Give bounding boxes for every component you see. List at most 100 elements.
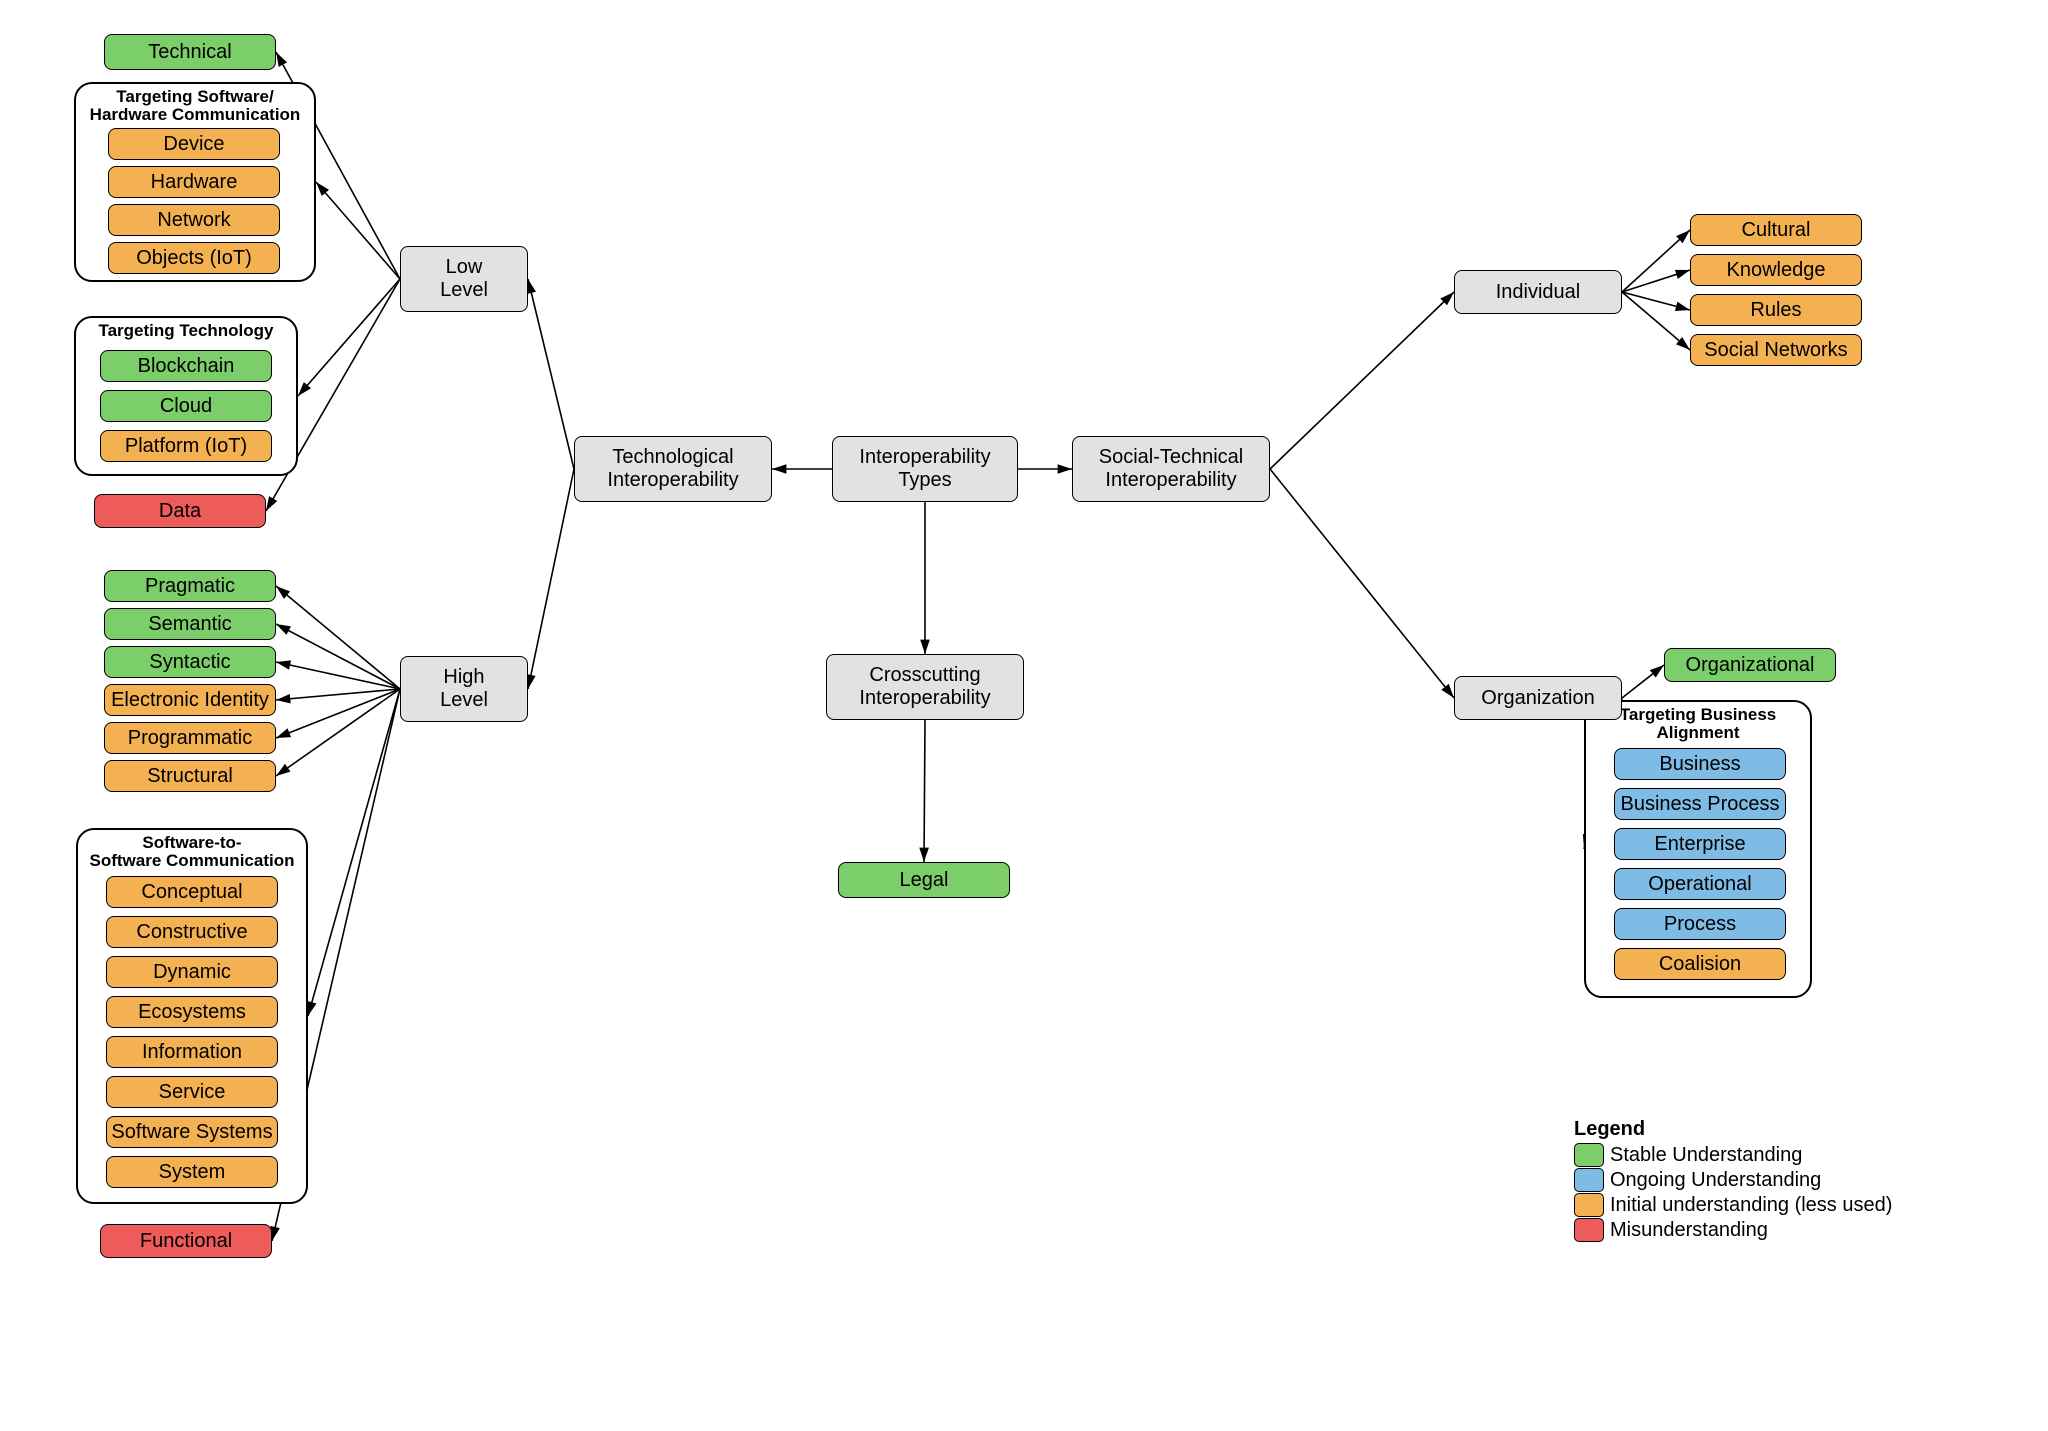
node-individual: Individual: [1454, 270, 1622, 314]
node-label: Information: [142, 1041, 242, 1064]
node-system: System: [106, 1156, 278, 1188]
edge: [528, 279, 574, 469]
node-label: Organizational: [1686, 654, 1815, 677]
node-label: Coalision: [1659, 953, 1741, 976]
node-semantic: Semantic: [104, 608, 276, 640]
edge: [1622, 665, 1664, 698]
node-functional: Functional: [100, 1224, 272, 1258]
edge: [276, 689, 400, 738]
node-label: Enterprise: [1654, 833, 1745, 856]
node-socnet: Social Networks: [1690, 334, 1862, 366]
node-operational: Operational: [1614, 868, 1786, 900]
node-programmatic: Programmatic: [104, 722, 276, 754]
node-eid: Electronic Identity: [104, 684, 276, 716]
edge: [276, 662, 400, 689]
legend-row: Initial understanding (less used): [1574, 1193, 1892, 1217]
node-objects: Objects (IoT): [108, 242, 280, 274]
node-legal: Legal: [838, 862, 1010, 898]
node-label: Dynamic: [153, 961, 231, 984]
node-conceptual: Conceptual: [106, 876, 278, 908]
legend-swatch: [1574, 1218, 1604, 1242]
edge: [276, 586, 400, 689]
node-label: Data: [159, 500, 201, 523]
node-label: Social Networks: [1704, 339, 1847, 362]
node-label: Service: [159, 1081, 226, 1104]
node-label: Objects (IoT): [136, 247, 252, 270]
node-label: Organization: [1481, 687, 1594, 710]
node-business: Business: [1614, 748, 1786, 780]
node-label: Blockchain: [138, 355, 235, 378]
node-blockchain: Blockchain: [100, 350, 272, 382]
legend-label: Stable Understanding: [1610, 1144, 1802, 1167]
node-pragmatic: Pragmatic: [104, 570, 276, 602]
node-cultural: Cultural: [1690, 214, 1862, 246]
node-cloud: Cloud: [100, 390, 272, 422]
node-label: Low Level: [440, 256, 488, 302]
node-rules: Rules: [1690, 294, 1862, 326]
node-organization: Organization: [1454, 676, 1622, 720]
node-orgnl: Organizational: [1664, 648, 1836, 682]
legend: LegendStable UnderstandingOngoing Unders…: [1574, 1118, 1892, 1243]
group-title: Targeting Software/ Hardware Communicati…: [76, 88, 314, 124]
node-label: Technical: [148, 41, 231, 64]
legend-label: Ongoing Understanding: [1610, 1169, 1821, 1192]
legend-swatch: [1574, 1193, 1604, 1217]
diagram-canvas: Targeting Software/ Hardware Communicati…: [0, 0, 2048, 1431]
node-high: High Level: [400, 656, 528, 722]
edge: [1622, 270, 1690, 292]
node-label: Syntactic: [149, 651, 230, 674]
node-label: Device: [163, 133, 224, 156]
node-label: Semantic: [148, 613, 231, 636]
node-low: Low Level: [400, 246, 528, 312]
node-information: Information: [106, 1036, 278, 1068]
node-bizproc: Business Process: [1614, 788, 1786, 820]
edge: [316, 182, 400, 279]
node-label: Software Systems: [111, 1121, 272, 1144]
edge: [298, 279, 400, 396]
group-title: Targeting Technology: [76, 322, 296, 340]
legend-label: Initial understanding (less used): [1610, 1194, 1892, 1217]
node-label: Cloud: [160, 395, 212, 418]
node-swsys: Software Systems: [106, 1116, 278, 1148]
edge: [924, 720, 925, 862]
node-data: Data: [94, 494, 266, 528]
node-label: Platform (IoT): [125, 435, 247, 458]
node-label: Technological Interoperability: [607, 446, 738, 492]
group-title: Software-to- Software Communication: [78, 834, 306, 870]
node-tech: Technological Interoperability: [574, 436, 772, 502]
node-service: Service: [106, 1076, 278, 1108]
node-hardware: Hardware: [108, 166, 280, 198]
node-label: Business Process: [1621, 793, 1780, 816]
node-label: High Level: [440, 666, 488, 712]
edge: [276, 689, 400, 700]
node-label: Constructive: [136, 921, 247, 944]
node-label: System: [159, 1161, 226, 1184]
node-label: Interoperability Types: [859, 446, 990, 492]
node-root: Interoperability Types: [832, 436, 1018, 502]
node-label: Ecosystems: [138, 1001, 246, 1024]
node-label: Conceptual: [141, 881, 242, 904]
node-label: Individual: [1496, 281, 1581, 304]
node-label: Social-Technical Interoperability: [1099, 446, 1244, 492]
node-label: Process: [1664, 913, 1736, 936]
edge: [1270, 469, 1454, 698]
node-structural: Structural: [104, 760, 276, 792]
node-syntactic: Syntactic: [104, 646, 276, 678]
edge: [1622, 230, 1690, 292]
node-platform: Platform (IoT): [100, 430, 272, 462]
edge: [528, 469, 574, 689]
node-label: Rules: [1750, 299, 1801, 322]
node-coalision: Coalision: [1614, 948, 1786, 980]
edge: [276, 624, 400, 689]
node-technical: Technical: [104, 34, 276, 70]
node-social: Social-Technical Interoperability: [1072, 436, 1270, 502]
node-dynamic: Dynamic: [106, 956, 278, 988]
node-label: Legal: [900, 869, 949, 892]
node-label: Functional: [140, 1230, 232, 1253]
edge: [308, 689, 400, 1016]
node-network: Network: [108, 204, 280, 236]
node-label: Operational: [1648, 873, 1751, 896]
legend-row: Stable Understanding: [1574, 1143, 1892, 1167]
edge: [1622, 292, 1690, 350]
edge: [1622, 292, 1690, 310]
